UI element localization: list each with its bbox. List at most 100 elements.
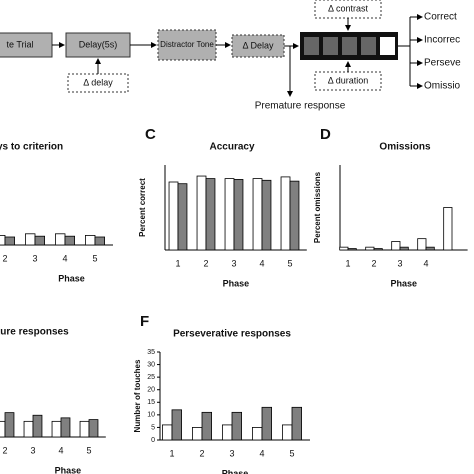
- bar: [60, 417, 71, 438]
- chart-title: ys to criterion: [0, 142, 63, 153]
- chart-title: ature responses: [0, 327, 69, 338]
- bar: [85, 234, 96, 246]
- chart-title: Omissions: [379, 142, 431, 153]
- modifier: Δ duration: [328, 75, 369, 85]
- outcome: Correct: [424, 12, 457, 23]
- bar: [23, 420, 34, 438]
- bar: [4, 412, 15, 438]
- x-tick-label: 4: [423, 258, 428, 268]
- bar: [171, 409, 183, 441]
- y-tick-label: 30: [147, 361, 155, 368]
- x-tick-label: 3: [30, 445, 35, 455]
- bar: [0, 234, 6, 246]
- box: [231, 34, 285, 58]
- bar: [252, 178, 263, 251]
- bar: [251, 427, 263, 441]
- x-tick-label: 2: [203, 258, 208, 268]
- bar: [399, 246, 409, 251]
- bar: [32, 414, 43, 438]
- x-tick-label: 5: [287, 258, 292, 268]
- bar: [347, 248, 357, 251]
- bar: [289, 180, 300, 251]
- bar: [291, 406, 303, 441]
- bar: [443, 207, 453, 251]
- y-tick-label: 20: [147, 387, 155, 394]
- bar: [261, 179, 272, 251]
- x-tick-label: 5: [86, 445, 91, 455]
- y-tick-label: 5: [151, 424, 155, 431]
- y-tick-label: 10: [147, 412, 155, 419]
- x-axis-label: Phase: [223, 278, 250, 288]
- x-tick-label: 1: [169, 448, 174, 458]
- bar: [339, 246, 349, 251]
- bar: [233, 179, 244, 251]
- outcome: Omissio: [424, 81, 461, 92]
- bar: [177, 183, 188, 251]
- x-tick-label: 4: [62, 253, 67, 263]
- bar: [64, 235, 76, 246]
- bar: [281, 424, 293, 441]
- bar: [168, 181, 179, 251]
- bar: [205, 178, 216, 251]
- bar: [55, 233, 66, 246]
- bar: [261, 406, 273, 441]
- panel-letter: C: [145, 126, 156, 143]
- bar: [79, 420, 90, 438]
- x-axis-label: Phase: [222, 468, 249, 474]
- bar: [221, 424, 233, 441]
- bar: [280, 176, 291, 251]
- chart-title: Perseverative responses: [173, 329, 291, 340]
- node-label: Δ Delay: [242, 40, 274, 50]
- bar: [161, 424, 173, 441]
- bar: [201, 411, 213, 441]
- bar: [88, 419, 99, 438]
- chart-title: Accuracy: [209, 142, 254, 153]
- x-tick-label: 5: [92, 253, 97, 263]
- bar: [94, 236, 106, 246]
- diagram: te Trial Delay(5s) Δ delay Distractor To…: [0, 0, 461, 112]
- bar: [0, 420, 6, 438]
- x-tick-label: 5: [289, 448, 294, 458]
- panel-letter: D: [320, 126, 331, 143]
- bar: [373, 248, 383, 251]
- x-tick-label: 4: [259, 258, 264, 268]
- bar: [425, 246, 435, 251]
- node-label: Delay(5s): [79, 39, 118, 49]
- y-axis-label: Percent omissions: [313, 171, 322, 243]
- x-tick-label: 2: [371, 258, 376, 268]
- x-tick-label: 1: [345, 258, 350, 268]
- y-tick-label: 25: [147, 374, 155, 381]
- bar: [224, 178, 235, 251]
- x-tick-label: 2: [2, 253, 7, 263]
- bar: [4, 236, 16, 246]
- y-tick-label: 15: [147, 399, 155, 406]
- bar: [365, 246, 375, 251]
- modifier: Δ delay: [83, 77, 113, 87]
- y-tick-label: 0: [151, 437, 155, 444]
- x-tick-label: 2: [199, 448, 204, 458]
- x-tick-label: 2: [2, 445, 7, 455]
- bar: [417, 238, 427, 251]
- bar: [196, 175, 207, 251]
- x-tick-label: 1: [175, 258, 180, 268]
- x-tick-label: 3: [32, 253, 37, 263]
- modifier: Δ contrast: [328, 3, 369, 13]
- x-axis-label: Phase: [391, 278, 418, 288]
- bar: [51, 420, 62, 438]
- node-label: Distractor Tone: [160, 40, 214, 49]
- bar: [191, 427, 203, 441]
- x-tick-label: 4: [259, 448, 264, 458]
- bar: [231, 411, 243, 441]
- node-label: te Trial: [6, 39, 33, 49]
- x-tick-label: 3: [229, 448, 234, 458]
- y-axis-label: Number of touches: [133, 359, 142, 432]
- outcome: Incorrec: [424, 35, 460, 46]
- x-axis-label: Phase: [58, 273, 85, 283]
- panel-letter: F: [140, 313, 149, 330]
- x-tick-label: 4: [58, 445, 63, 455]
- x-tick-label: 3: [397, 258, 402, 268]
- y-tick-label: 35: [147, 349, 155, 356]
- bar: [34, 235, 46, 246]
- y-axis-label: Percent correct: [138, 178, 147, 237]
